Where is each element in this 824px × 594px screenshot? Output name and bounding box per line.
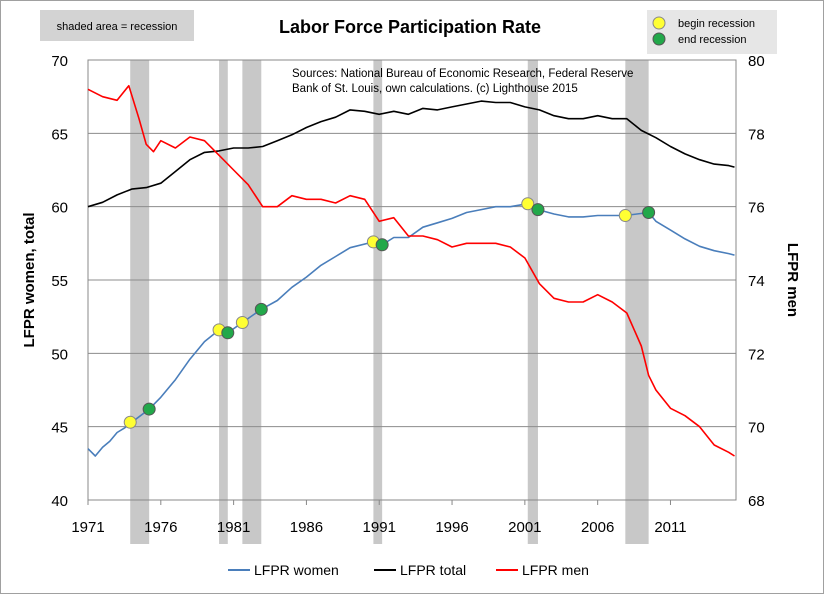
recession-band [527, 60, 538, 544]
y-left-tick-label: 45 [51, 420, 68, 437]
recession-band [373, 60, 383, 544]
end-recession-marker [142, 402, 156, 416]
x-tick-label: 1996 [435, 519, 468, 536]
end-recession-marker [531, 203, 545, 217]
y-left-tick-label: 60 [51, 200, 68, 217]
x-tick-label: 1981 [217, 519, 250, 536]
source-note: Sources: National Bureau of Economic Res… [292, 68, 637, 95]
x-tick-label: 2011 [654, 519, 686, 536]
legend-label: LFPR total [400, 562, 466, 578]
y-left-tick-label: 55 [51, 273, 68, 290]
end-recession-legend-label: end recession [678, 34, 747, 46]
shading-label: shaded area = recession [57, 21, 178, 33]
x-tick-label: 1991 [363, 519, 396, 536]
y-left-axis-label: LFPR women, total [21, 213, 38, 348]
y-left-tick-labels: 40 45 50 55 60 65 70 [51, 53, 68, 510]
legend-label: LFPR women [254, 562, 339, 578]
chart-title: Labor Force Participation Rate [279, 17, 541, 37]
x-tick-label: 1976 [144, 519, 177, 536]
begin-recession-marker [521, 197, 535, 211]
y-left-tick-label: 50 [51, 346, 68, 363]
x-tick-labels: 1971 1976 1981 1986 1991 1996 2001 2006 2011 [71, 500, 687, 536]
x-tick-label: 2006 [581, 519, 614, 536]
y-right-tick-label: 80 [748, 53, 765, 70]
recession-band [219, 60, 228, 544]
series-legend: LFPR women LFPR total LFPR men [228, 562, 589, 578]
y-right-tick-label: 78 [748, 126, 765, 143]
end-recession-marker [375, 238, 389, 252]
legend-label: LFPR men [522, 562, 589, 578]
end-recession-legend-marker [652, 32, 666, 46]
end-recession-marker [221, 326, 235, 340]
end-recession-marker [254, 302, 268, 316]
plot-area-border [87, 59, 737, 501]
recession-band [130, 60, 150, 544]
x-tick-label: 1986 [290, 519, 323, 536]
begin-recession-marker [235, 316, 249, 330]
series-line-lfpr-total [87, 100, 735, 208]
shading-label-box [40, 10, 194, 41]
series-line-lfpr-men [87, 84, 735, 457]
recession-band [242, 60, 262, 544]
recession-band [625, 60, 649, 544]
y-right-tick-label: 70 [748, 420, 765, 437]
y-right-axis-label: LFPR men [784, 243, 801, 317]
source-note-line-2: Bank of St. Louis, own calculations. (c)… [292, 83, 578, 95]
y-left-tick-label: 65 [51, 126, 68, 143]
marker-legend-box [647, 10, 777, 54]
end-recession-marker [642, 206, 656, 220]
x-tick-label: 2001 [508, 519, 541, 536]
y-right-tick-label: 74 [748, 273, 765, 290]
begin-recession-legend-label: begin recession [678, 18, 755, 30]
y-left-tick-label: 70 [51, 53, 68, 70]
y-right-tick-label: 76 [748, 200, 765, 217]
recession-markers [123, 197, 656, 429]
y-left-tick-label: 40 [51, 493, 68, 510]
begin-recession-marker [123, 415, 137, 429]
y-right-tick-label: 72 [748, 346, 765, 363]
begin-recession-legend-marker [652, 16, 666, 30]
begin-recession-marker [618, 208, 632, 222]
source-note-line-1: Sources: National Bureau of Economic Res… [292, 68, 633, 80]
y-right-tick-labels: 68 70 72 74 76 78 80 [748, 53, 765, 510]
y-right-tick-label: 68 [748, 493, 765, 510]
x-tick-label: 1971 [71, 519, 104, 536]
